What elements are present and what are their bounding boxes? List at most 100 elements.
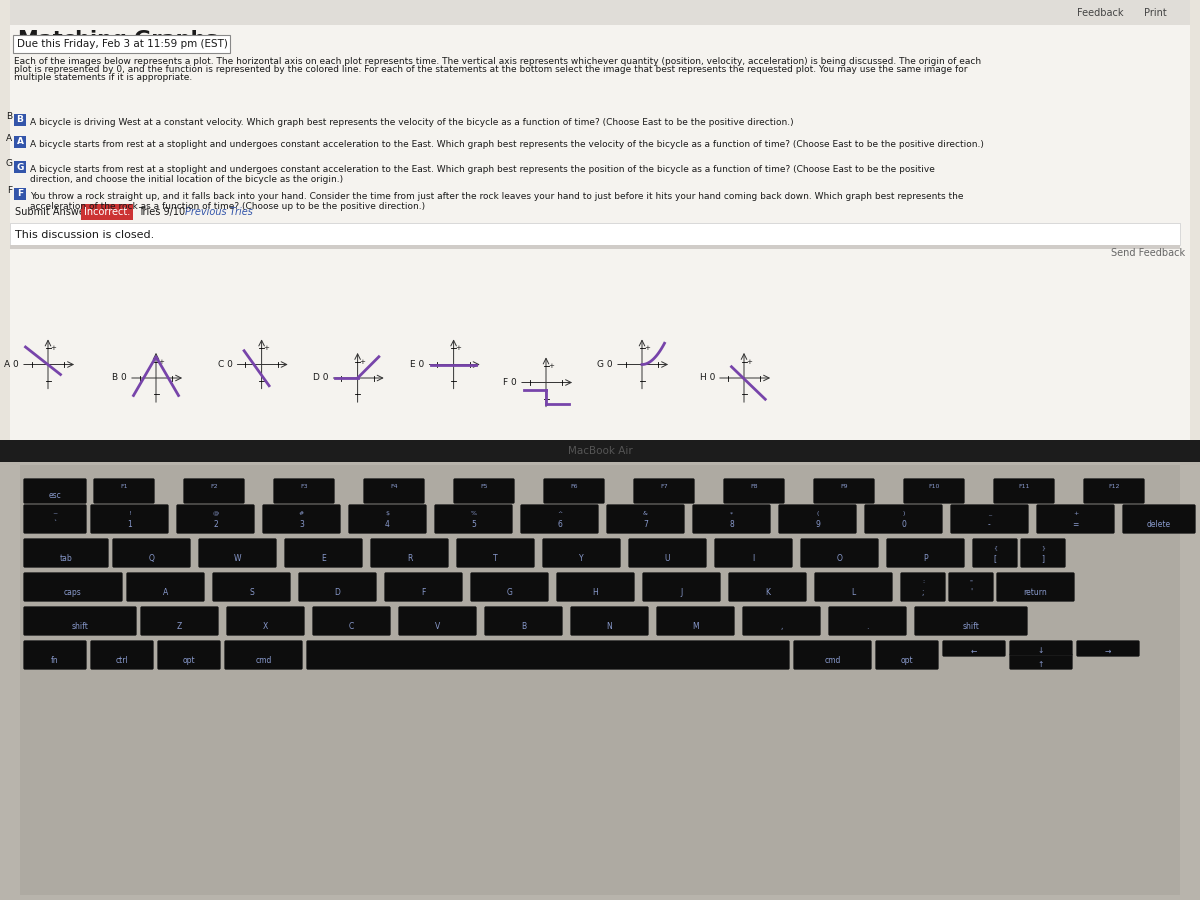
FancyBboxPatch shape	[728, 572, 806, 601]
Text: B: B	[17, 115, 24, 124]
FancyBboxPatch shape	[629, 538, 707, 568]
Text: O: O	[836, 554, 842, 563]
Text: }: }	[1042, 545, 1045, 550]
FancyBboxPatch shape	[384, 572, 462, 601]
Text: This discussion is closed.: This discussion is closed.	[14, 230, 155, 240]
FancyBboxPatch shape	[24, 641, 86, 670]
FancyBboxPatch shape	[1009, 653, 1073, 670]
Text: A: A	[17, 138, 24, 147]
Text: F9: F9	[840, 484, 848, 489]
Text: opt: opt	[901, 656, 913, 665]
FancyBboxPatch shape	[876, 641, 938, 670]
FancyBboxPatch shape	[24, 572, 122, 601]
Text: U: U	[665, 554, 671, 563]
Bar	[20, 465, 1180, 895]
Text: T: T	[493, 554, 498, 563]
Text: ←: ←	[971, 647, 977, 656]
Text: B 0: B 0	[113, 374, 127, 382]
FancyBboxPatch shape	[743, 607, 821, 635]
FancyBboxPatch shape	[371, 538, 449, 568]
Text: shift: shift	[72, 622, 89, 631]
FancyBboxPatch shape	[815, 572, 893, 601]
Text: ;: ;	[922, 589, 924, 598]
FancyBboxPatch shape	[864, 505, 942, 534]
Text: D 0: D 0	[313, 374, 329, 382]
Text: F: F	[421, 589, 426, 598]
Text: 5: 5	[472, 520, 476, 529]
FancyBboxPatch shape	[284, 538, 362, 568]
Text: F8: F8	[750, 484, 757, 489]
FancyBboxPatch shape	[184, 479, 245, 503]
FancyBboxPatch shape	[814, 479, 875, 503]
FancyBboxPatch shape	[642, 572, 720, 601]
Text: F7: F7	[660, 484, 668, 489]
FancyBboxPatch shape	[714, 538, 792, 568]
Text: +: +	[456, 346, 462, 351]
Text: opt: opt	[182, 656, 196, 665]
FancyBboxPatch shape	[544, 479, 605, 503]
Text: %: %	[470, 511, 476, 517]
Text: A bicycle starts from rest at a stoplight and undergoes constant acceleration to: A bicycle starts from rest at a stopligh…	[30, 165, 935, 174]
Text: +: +	[548, 364, 554, 369]
FancyBboxPatch shape	[800, 538, 878, 568]
Text: →: →	[1105, 647, 1111, 656]
Text: +: +	[50, 346, 56, 351]
Text: caps: caps	[64, 589, 82, 598]
FancyBboxPatch shape	[176, 505, 254, 534]
Text: F: F	[7, 186, 12, 195]
Text: 8: 8	[730, 520, 734, 529]
FancyBboxPatch shape	[94, 479, 155, 503]
FancyBboxPatch shape	[398, 607, 476, 635]
Text: !: !	[128, 511, 131, 517]
FancyBboxPatch shape	[724, 479, 785, 503]
FancyBboxPatch shape	[456, 538, 534, 568]
Text: ,: ,	[780, 622, 782, 631]
Text: shift: shift	[962, 622, 979, 631]
FancyBboxPatch shape	[140, 607, 218, 635]
Text: Print: Print	[1144, 8, 1166, 18]
Text: @: @	[212, 511, 218, 517]
Text: direction, and choose the initial location of the bicycle as the origin.): direction, and choose the initial locati…	[30, 175, 343, 184]
FancyBboxPatch shape	[90, 505, 168, 534]
FancyBboxPatch shape	[994, 479, 1055, 503]
Text: E 0: E 0	[410, 360, 425, 369]
Text: (: (	[816, 511, 818, 517]
Text: F12: F12	[1109, 484, 1120, 489]
Text: _: _	[988, 511, 991, 517]
FancyBboxPatch shape	[634, 479, 695, 503]
FancyBboxPatch shape	[996, 572, 1074, 601]
Text: Y: Y	[580, 554, 584, 563]
Text: 7: 7	[643, 520, 648, 529]
Text: Feedback: Feedback	[1076, 8, 1123, 18]
Text: ^: ^	[557, 511, 562, 517]
Text: E: E	[322, 554, 326, 563]
Text: Tries 9/10: Tries 9/10	[138, 207, 185, 217]
FancyBboxPatch shape	[274, 479, 335, 503]
Text: G: G	[5, 159, 12, 168]
FancyBboxPatch shape	[454, 479, 515, 503]
Text: Submit Answer: Submit Answer	[14, 207, 89, 217]
Text: cmd: cmd	[256, 656, 271, 665]
FancyBboxPatch shape	[950, 505, 1028, 534]
Text: plot is represented by 0, and the function is represented by the colored line. F: plot is represented by 0, and the functi…	[14, 65, 967, 74]
FancyBboxPatch shape	[13, 35, 230, 53]
FancyBboxPatch shape	[887, 538, 965, 568]
FancyBboxPatch shape	[24, 505, 86, 534]
Text: Incorrect.: Incorrect.	[84, 207, 130, 217]
FancyBboxPatch shape	[793, 641, 871, 670]
Text: tab: tab	[60, 554, 72, 563]
Text: return: return	[1024, 589, 1048, 598]
Text: +: +	[746, 359, 752, 364]
FancyBboxPatch shape	[972, 538, 1018, 568]
Bar	[14, 161, 26, 173]
Text: multiple statements if it is appropriate.: multiple statements if it is appropriate…	[14, 73, 192, 82]
Text: ↑: ↑	[1038, 660, 1044, 669]
Bar	[14, 188, 26, 200]
Text: .: .	[866, 622, 869, 631]
Text: 1: 1	[127, 520, 132, 529]
Text: 9: 9	[815, 520, 820, 529]
Text: ': '	[970, 589, 972, 598]
Bar	[0, 445, 1200, 900]
Text: F1: F1	[120, 484, 127, 489]
FancyBboxPatch shape	[948, 572, 994, 601]
